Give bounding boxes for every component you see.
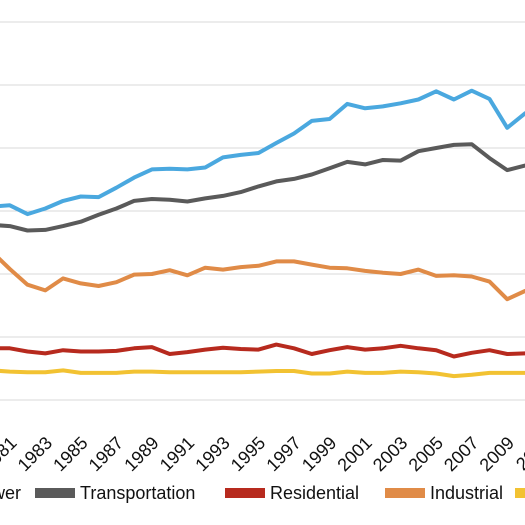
x-tick-label-1981: 1981 xyxy=(0,433,21,475)
x-tick-label-2011: 2011 xyxy=(512,433,525,475)
x-tick-label-1997: 1997 xyxy=(262,433,304,475)
x-tick-label-1995: 1995 xyxy=(227,433,269,475)
series-line-residential xyxy=(0,342,525,359)
legend-swatch-4 xyxy=(385,488,425,498)
x-tick-label-2009: 2009 xyxy=(476,433,518,475)
x-tick-label-1989: 1989 xyxy=(120,433,162,475)
x-tick-label-1991: 1991 xyxy=(156,433,198,475)
x-tick-label-1999: 1999 xyxy=(298,433,340,475)
legend-swatch-5 xyxy=(515,488,525,498)
x-tick-label-2003: 2003 xyxy=(369,433,411,475)
legend-swatch-2 xyxy=(35,488,75,498)
legend-label-2: Transportation xyxy=(80,483,195,503)
x-tick-label-2007: 2007 xyxy=(440,433,482,475)
x-tick-label-2005: 2005 xyxy=(405,433,447,475)
legend-swatch-3 xyxy=(225,488,265,498)
series-line-series-5 xyxy=(0,368,525,379)
legend-label-1: wer xyxy=(0,483,21,503)
x-tick-label-2001: 2001 xyxy=(333,433,375,475)
gridlines xyxy=(0,21,525,401)
series-lines xyxy=(0,88,525,379)
legend: wer Transportation Residential Industrial xyxy=(0,483,525,503)
series-line-industrial xyxy=(0,256,525,302)
legend-label-3: Residential xyxy=(270,483,359,503)
legend-label-4: Industrial xyxy=(430,483,503,503)
series-line-transportation xyxy=(0,142,525,233)
x-axis-tick-labels: 1981198319851987198919911993199519971999… xyxy=(0,433,525,475)
x-tick-label-1993: 1993 xyxy=(191,433,233,475)
x-tick-label-1987: 1987 xyxy=(85,433,127,475)
series-line-series-1 xyxy=(0,88,525,217)
x-tick-label-1985: 1985 xyxy=(49,433,91,475)
x-tick-label-1983: 1983 xyxy=(14,433,56,475)
